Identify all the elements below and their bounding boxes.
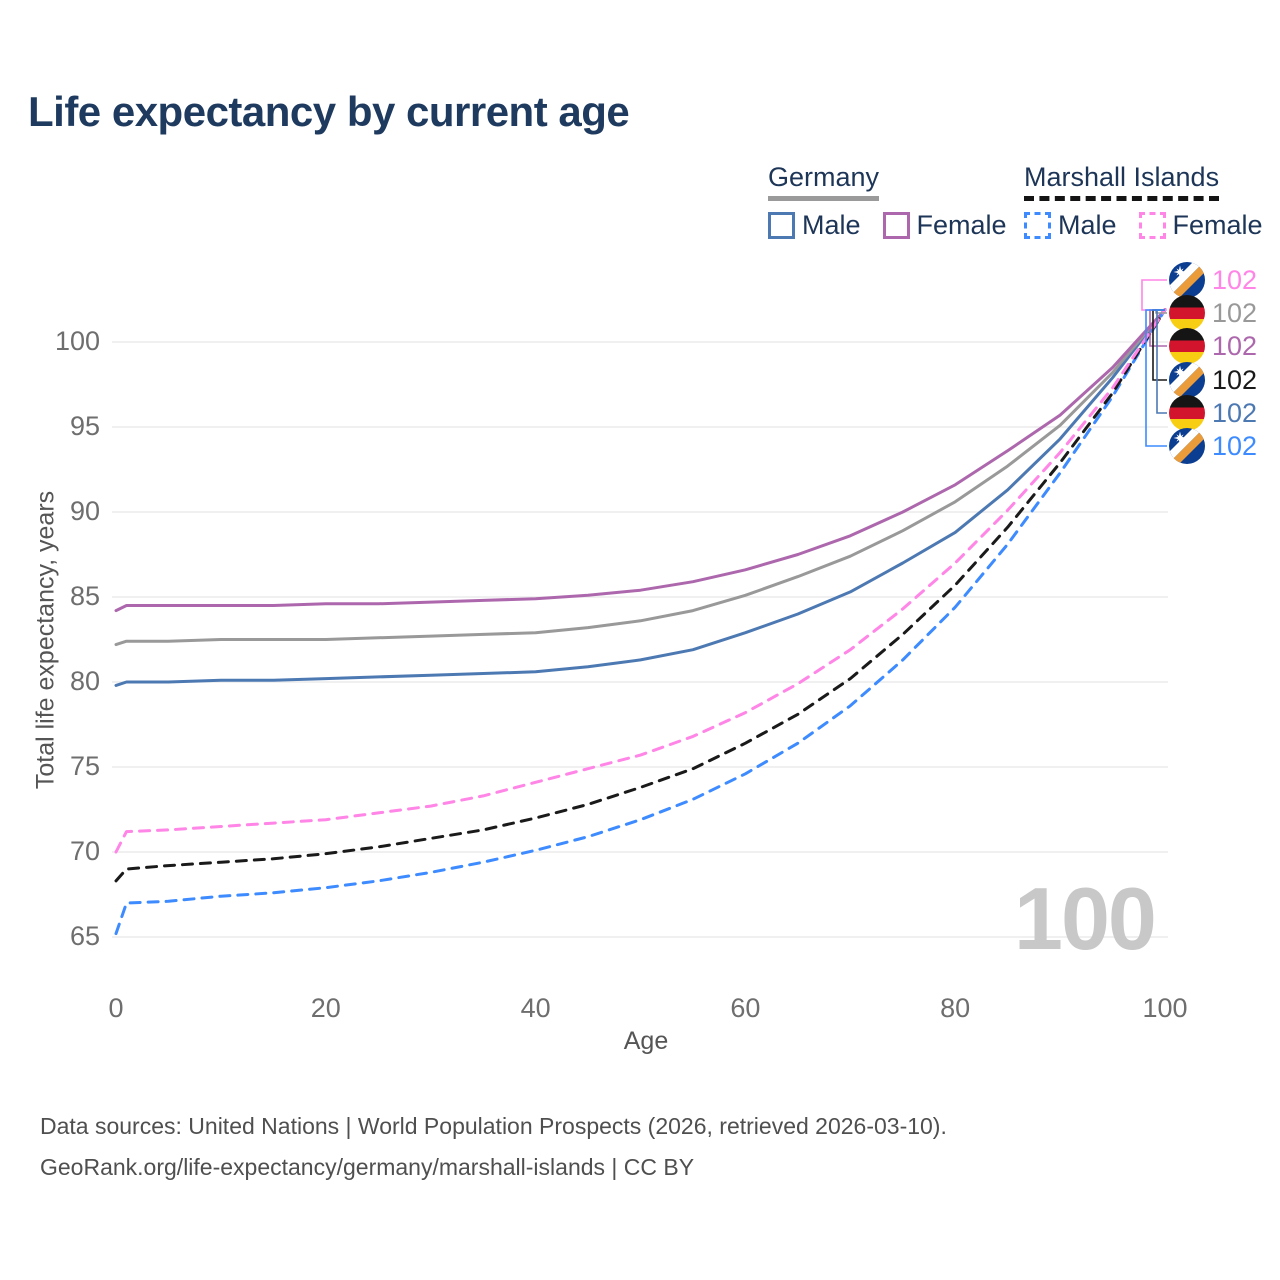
y-axis-title: Total life expectancy, years [31, 490, 60, 790]
series-line-germany-female [114, 308, 1167, 613]
legend-item-marshall-islands-male[interactable]: Male [1024, 210, 1117, 241]
y-tick-label: 80 [69, 666, 100, 696]
germany-flag-icon [1169, 328, 1205, 364]
end-label-row: 102 [1169, 428, 1257, 464]
legend-item-germany-female[interactable]: Female [882, 210, 1007, 241]
end-label-value: 102 [1212, 264, 1258, 295]
legend-header-marshall-islands: Marshall Islands [1024, 162, 1220, 201]
end-label-value: 102 [1212, 297, 1258, 328]
legend-item-label: Male [802, 210, 861, 240]
end-label-value: 102 [1212, 430, 1258, 461]
series-line-marshall-islands-female [114, 308, 1167, 854]
source-line-1: Data sources: United Nations | World Pop… [40, 1113, 947, 1139]
legend-group-marshall-islands: Marshall Islands Male Female [1024, 162, 1263, 241]
legend-item-germany-male[interactable]: Male [768, 210, 861, 241]
legend-items-marshall-islands: Male Female [1024, 210, 1263, 241]
y-tick-label: 90 [69, 496, 100, 526]
legend-item-marshall-islands-female[interactable]: Female [1138, 210, 1263, 241]
x-axis-title: Age [623, 1027, 669, 1055]
source-line-2: GeoRank.org/life-expectancy/germany/mars… [40, 1154, 695, 1180]
end-label-leader-line [1155, 309, 1167, 314]
marshall-islands-male-swatch-icon [1024, 212, 1051, 239]
end-label-leader-line [1156, 309, 1167, 414]
y-tick-label: 65 [69, 921, 100, 951]
series-line-marshall-islands-male [114, 308, 1167, 936]
series-line-germany-both-sexes [114, 308, 1167, 647]
end-label-leader-line [1152, 309, 1167, 381]
end-label-row: 102 [1169, 328, 1257, 364]
end-label-row: 102 [1169, 362, 1257, 398]
marshall-islands-flag-icon [1169, 362, 1205, 398]
legend-items-germany: Male Female [768, 210, 1007, 241]
legend-group-germany: Germany Male Female [768, 162, 1007, 241]
legend-item-label: Female [916, 210, 1007, 240]
marshall-islands-flag-icon [1169, 262, 1205, 298]
end-label-value: 102 [1212, 364, 1258, 395]
end-label-value: 102 [1212, 330, 1258, 361]
series-line-marshall-islands-both-sexes [114, 308, 1167, 883]
x-tick-label: 20 [310, 993, 341, 1023]
germany-male-swatch-icon [768, 212, 795, 239]
end-label-row: 102 [1169, 295, 1257, 331]
end-label-row: 102 [1169, 395, 1257, 431]
end-label-leader-line [1141, 279, 1167, 311]
end-label-row: 102 [1169, 262, 1257, 298]
y-tick-label: 70 [69, 836, 100, 866]
y-tick-label: 100 [54, 326, 100, 356]
end-label-value: 102 [1212, 397, 1258, 428]
legend-item-label: Female [1172, 210, 1263, 240]
end-label-leader-line [1145, 309, 1167, 447]
germany-female-swatch-icon [882, 212, 910, 239]
end-label-leader-line [1149, 309, 1167, 347]
series-line-germany-male [114, 308, 1167, 687]
marshall-islands-flag-icon [1169, 428, 1205, 464]
legend-item-label: Male [1058, 210, 1117, 240]
germany-flag-icon [1169, 295, 1205, 331]
data-source-note: Data sources: United Nations | World Pop… [40, 1106, 947, 1188]
page-title: Life expectancy by current age [28, 88, 630, 135]
x-tick-label: 80 [940, 993, 971, 1023]
age-counter-watermark: 100 [1014, 869, 1157, 968]
germany-flag-icon [1169, 395, 1205, 431]
x-tick-label: 40 [520, 993, 551, 1023]
y-tick-label: 95 [69, 411, 100, 441]
y-tick-label: 85 [69, 581, 100, 611]
marshall-islands-female-swatch-icon [1138, 212, 1166, 239]
x-tick-label: 100 [1142, 993, 1188, 1023]
legend-header-germany: Germany [768, 162, 880, 201]
y-tick-label: 75 [69, 751, 100, 781]
x-tick-label: 60 [730, 993, 761, 1023]
x-tick-label: 0 [108, 993, 124, 1023]
